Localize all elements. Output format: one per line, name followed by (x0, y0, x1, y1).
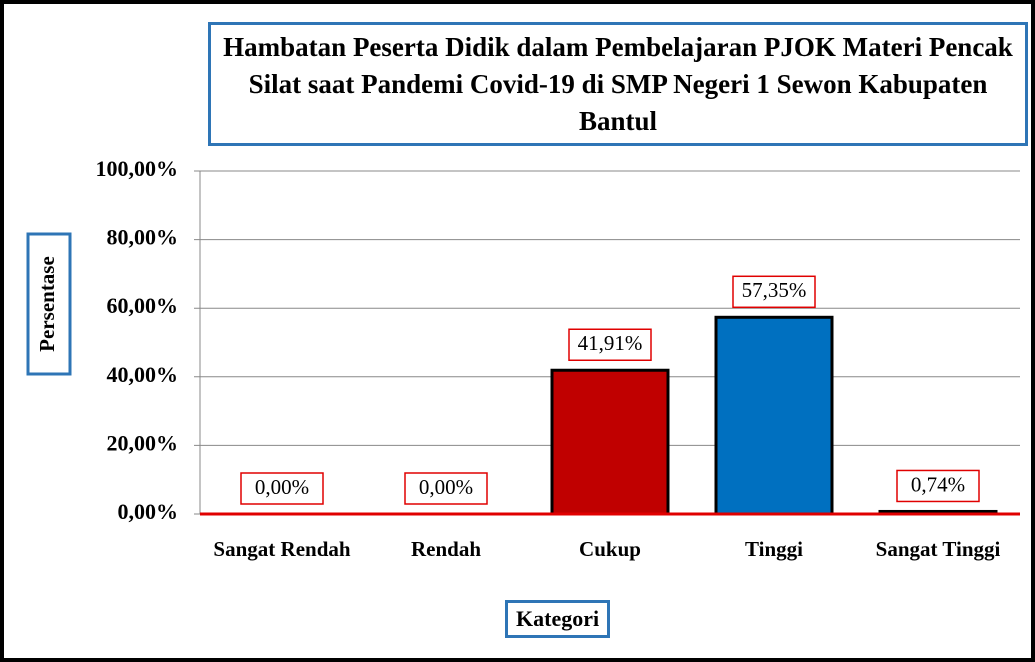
value-label-box (732, 275, 816, 309)
y-tick-label: 20,00% (107, 430, 179, 455)
bar (550, 368, 670, 516)
x-tick-label: Rendah (410, 537, 482, 561)
y-axis-label: Persentase (35, 256, 59, 352)
y-tick-label: 0,00% (118, 499, 179, 524)
x-axis-label: Kategori (505, 600, 611, 638)
x-tick-label: Sangat Rendah (213, 537, 351, 561)
value-label-box (404, 472, 488, 505)
value-label: 57,35% (742, 278, 807, 302)
value-label-box (896, 469, 980, 503)
value-label: 0,74% (911, 472, 965, 496)
y-tick-label: 60,00% (107, 293, 179, 318)
y-tick-label: 80,00% (107, 225, 179, 250)
value-label: 41,91% (578, 331, 643, 355)
value-label-box (240, 472, 324, 505)
bar (714, 315, 834, 516)
y-tick-label: 40,00% (107, 362, 179, 387)
y-label-box (26, 232, 72, 376)
x-tick-label: Sangat Tinggi (875, 537, 1001, 561)
value-label: 0,00% (255, 475, 309, 499)
x-tick-label: Tinggi (745, 537, 803, 561)
y-tick-label: 100,00% (96, 156, 179, 181)
value-label-box (568, 328, 652, 361)
value-label: 0,00% (419, 475, 473, 499)
chart-title: Hambatan Peserta Didik dalam Pembelajara… (208, 22, 1028, 146)
x-tick-label: Cukup (579, 537, 641, 561)
